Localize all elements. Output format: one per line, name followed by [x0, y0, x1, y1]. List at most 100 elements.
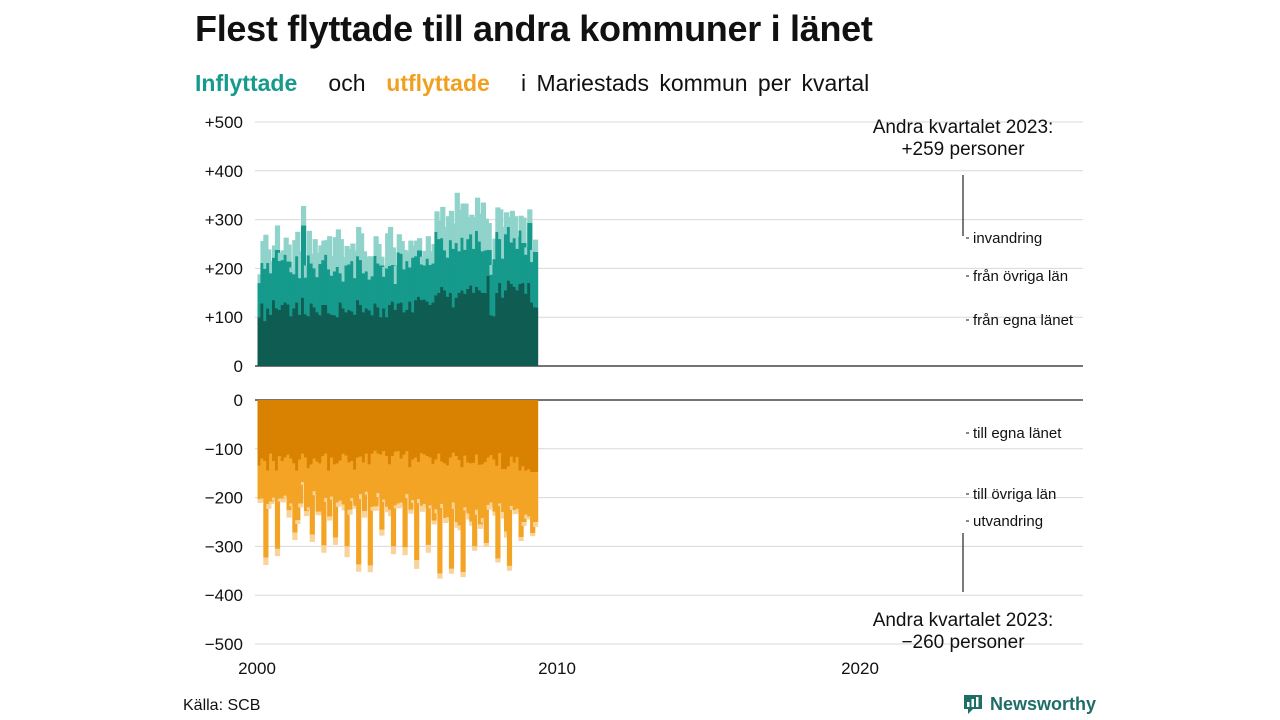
y-tick-label-bottom: −400 [205, 586, 243, 605]
bar-outflow-emigration [277, 498, 283, 502]
bar-outflow-local [274, 400, 281, 471]
bar-outflow-emigration [263, 557, 269, 565]
bar-outflow-emigration [303, 511, 310, 517]
bar-inflow-other-county [454, 243, 460, 298]
bar-inflow-immigration [457, 209, 463, 252]
bar-inflow-local [306, 316, 312, 366]
bar-outflow-emigration [361, 511, 368, 518]
bar-inflow-other-county [303, 277, 310, 315]
bar-outflow-emigration [495, 558, 501, 563]
bar-outflow-local [373, 400, 379, 451]
bar-inflow-other-county [402, 269, 408, 313]
bar-outflow-local [434, 400, 440, 460]
y-tick-label-top: +500 [205, 113, 243, 132]
bar-inflow-other-county [399, 253, 405, 303]
bar-inflow-other-county [440, 238, 446, 287]
bar-inflow-immigration [376, 244, 382, 264]
bar-outflow-other-county [486, 457, 492, 505]
bar-inflow-other-county [448, 240, 455, 293]
bar-outflow-local [350, 400, 356, 461]
bar-inflow-immigration [414, 240, 420, 257]
series-label-inflow: invandring [973, 230, 1042, 247]
bar-inflow-local [283, 302, 289, 366]
annotation-bottom-line2: −260 personer [901, 632, 1025, 653]
y-tick-label-top: +300 [205, 211, 243, 230]
bar-outflow-emigration [376, 493, 382, 498]
bar-outflow-local [356, 400, 362, 458]
bar-inflow-other-county [524, 254, 530, 294]
bar-outflow-emigration [367, 565, 373, 573]
bar-inflow-local [338, 302, 344, 366]
bar-inflow-immigration [431, 244, 437, 264]
bar-outflow-local [324, 400, 330, 454]
bar-outflow-local [327, 400, 333, 471]
bar-inflow-immigration [504, 212, 510, 235]
bar-inflow-immigration [521, 217, 527, 244]
bar-outflow-local [475, 400, 481, 455]
bar-outflow-local [451, 400, 457, 453]
bar-outflow-local [298, 400, 304, 460]
bar-inflow-other-county [405, 261, 411, 310]
bar-inflow-local [480, 292, 486, 366]
bar-outflow-other-county [306, 468, 312, 508]
bar-outflow-local [385, 400, 391, 457]
bar-inflow-immigration [260, 241, 266, 264]
bar-outflow-emigration [440, 503, 446, 508]
bar-outflow-emigration [431, 520, 437, 525]
bar-outflow-local [428, 400, 434, 458]
bar-inflow-local [335, 317, 341, 366]
bar-outflow-emigration [469, 521, 475, 526]
bar-inflow-local [361, 312, 368, 366]
bar-outflow-emigration [422, 503, 428, 508]
bar-outflow-local [506, 400, 513, 467]
bar-inflow-immigration [425, 236, 431, 259]
bar-outflow-emigration [330, 496, 336, 500]
bar-inflow-local [515, 290, 521, 366]
bar-inflow-other-county [393, 284, 399, 310]
bar-outflow-other-county [480, 464, 486, 519]
bar-outflow-other-county [359, 456, 365, 495]
bar-outflow-other-county [309, 464, 315, 535]
bar-inflow-local [512, 286, 518, 366]
bar-outflow-other-county [504, 469, 510, 532]
bar-outflow-emigration [408, 509, 414, 514]
bar-inflow-immigration [321, 240, 327, 261]
bar-outflow-emigration [257, 499, 263, 503]
bar-outflow-local [405, 400, 411, 452]
bar-outflow-other-county [396, 451, 402, 504]
bar-outflow-local [321, 400, 327, 457]
bar-outflow-other-county [477, 464, 484, 525]
bar-inflow-local [312, 307, 318, 366]
bar-outflow-local [527, 400, 533, 470]
bar-inflow-immigration [492, 238, 498, 260]
bar-outflow-local [518, 400, 524, 471]
bar-inflow-other-county [344, 265, 350, 313]
bar-outflow-local [318, 400, 324, 464]
bar-outflow-emigration [419, 505, 426, 512]
bar-outflow-other-county [332, 464, 339, 538]
bar-inflow-immigration [269, 261, 275, 274]
bar-outflow-local [443, 400, 449, 464]
bar-inflow-immigration [515, 236, 521, 249]
bar-inflow-local [431, 302, 437, 366]
bar-outflow-local [425, 400, 431, 457]
bar-outflow-other-county [399, 458, 405, 503]
bar-inflow-local [324, 305, 330, 366]
bar-inflow-other-county [422, 265, 428, 300]
bar-outflow-local [393, 400, 399, 452]
bar-outflow-emigration [489, 502, 495, 508]
bar-inflow-other-county [408, 267, 414, 302]
bar-outflow-local [521, 400, 527, 467]
bar-outflow-local [530, 400, 536, 473]
bar-inflow-other-county [437, 239, 443, 293]
bar-outflow-local [533, 400, 539, 473]
bar-outflow-local [361, 400, 368, 463]
bar-inflow-other-county [388, 265, 394, 305]
bar-outflow-local [283, 400, 289, 458]
series-label-outflow: till övriga län [973, 486, 1056, 503]
bar-inflow-local [506, 280, 513, 366]
bar-inflow-local [448, 292, 455, 366]
bar-outflow-emigration [269, 501, 275, 504]
bar-inflow-other-county [419, 264, 426, 301]
bar-inflow-other-county [274, 249, 281, 309]
